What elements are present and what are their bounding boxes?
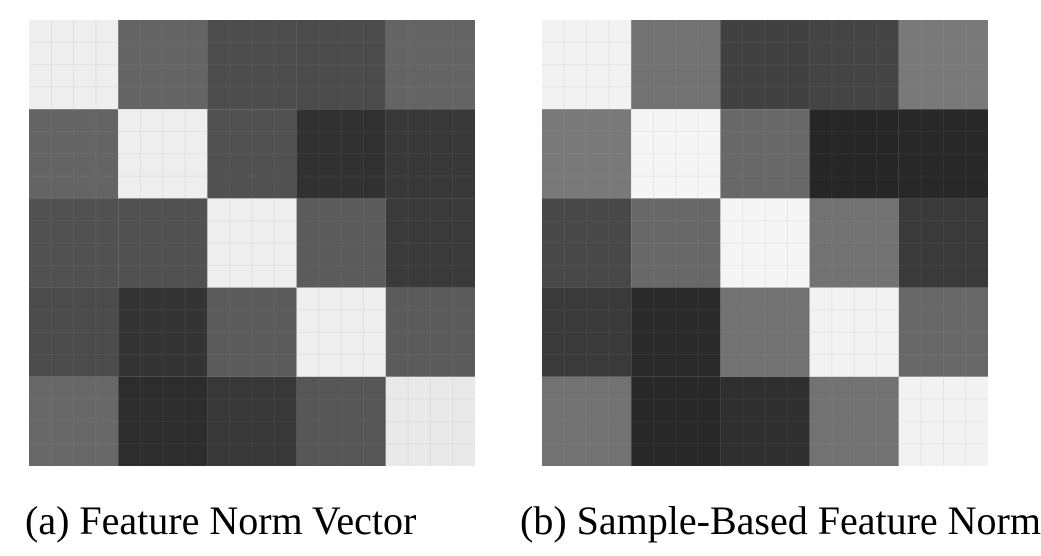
heatmap-cell-0-1-2 — [207, 109, 297, 199]
heatmap-cell-1-0-4 — [898, 20, 988, 110]
heatmap-cell-1-4-1 — [631, 376, 721, 466]
heatmap-b — [542, 20, 988, 466]
heatmap-cell-1-0-2 — [720, 20, 810, 110]
heatmap-cell-0-0-3 — [296, 20, 386, 110]
heatmap-cell-1-1-2 — [720, 109, 810, 199]
heatmap-cell-1-4-3 — [809, 376, 899, 466]
heatmap-cell-0-2-4 — [385, 198, 475, 288]
heatmap-cell-0-0-1 — [118, 20, 208, 110]
heatmap-cell-1-2-0 — [542, 198, 632, 288]
heatmap-cell-1-3-3 — [809, 287, 899, 377]
heatmap-cell-1-2-3 — [809, 198, 899, 288]
heatmap-cell-1-4-2 — [720, 376, 810, 466]
heatmap-cell-0-3-4 — [385, 287, 475, 377]
heatmap-cell-0-4-0 — [29, 376, 119, 466]
heatmap-a — [29, 20, 475, 466]
heatmap-cell-1-1-3 — [809, 109, 899, 199]
heatmap-cell-1-3-2 — [720, 287, 810, 377]
heatmap-cell-1-1-4 — [898, 109, 988, 199]
figure-panel-a: (a) Feature Norm Vector — [25, 20, 475, 541]
heatmap-cell-0-0-0 — [29, 20, 119, 110]
heatmap-cell-0-1-4 — [385, 109, 475, 199]
heatmap-cell-0-2-2 — [207, 198, 297, 288]
heatmap-cell-0-3-0 — [29, 287, 119, 377]
heatmap-cell-1-3-4 — [898, 287, 988, 377]
heatmap-cell-1-2-4 — [898, 198, 988, 288]
heatmap-cell-1-2-1 — [631, 198, 721, 288]
heatmap-cell-1-4-4 — [898, 376, 988, 466]
heatmap-cell-1-0-0 — [542, 20, 632, 110]
heatmap-cell-0-0-2 — [207, 20, 297, 110]
heatmap-cell-0-3-3 — [296, 287, 386, 377]
heatmap-cell-0-0-4 — [385, 20, 475, 110]
caption-b: (b) Sample-Based Feature Norm — [520, 498, 1041, 543]
heatmap-cell-1-0-3 — [809, 20, 899, 110]
heatmap-cell-1-1-1 — [631, 109, 721, 199]
heatmap-cell-0-2-1 — [118, 198, 208, 288]
heatmap-cell-0-2-0 — [29, 198, 119, 288]
heatmap-cell-1-0-1 — [631, 20, 721, 110]
heatmap-cell-0-4-3 — [296, 376, 386, 466]
heatmap-cell-0-4-2 — [207, 376, 297, 466]
heatmap-cell-1-1-0 — [542, 109, 632, 199]
heatmap-cell-0-4-1 — [118, 376, 208, 466]
caption-a: (a) Feature Norm Vector — [25, 498, 417, 543]
heatmap-cell-1-4-0 — [542, 376, 632, 466]
heatmap-cell-1-2-2 — [720, 198, 810, 288]
heatmap-cell-0-1-0 — [29, 109, 119, 199]
heatmap-cell-0-4-4 — [385, 376, 475, 466]
heatmap-cell-1-3-0 — [542, 287, 632, 377]
heatmap-cell-0-3-2 — [207, 287, 297, 377]
heatmap-cell-0-1-1 — [118, 109, 208, 199]
heatmap-cell-0-1-3 — [296, 109, 386, 199]
heatmap-cell-1-3-1 — [631, 287, 721, 377]
figure-panel-b: (b) Sample-Based Feature Norm — [520, 20, 1041, 541]
heatmap-cell-0-3-1 — [118, 287, 208, 377]
heatmap-cell-0-2-3 — [296, 198, 386, 288]
